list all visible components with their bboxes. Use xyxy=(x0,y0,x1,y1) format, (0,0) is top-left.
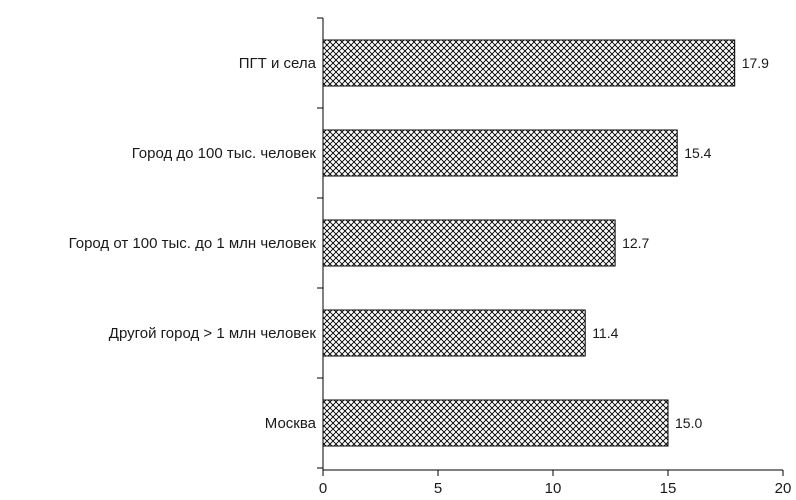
value-label: 17.9 xyxy=(742,55,769,71)
bar xyxy=(322,39,736,87)
value-label: 11.4 xyxy=(592,325,618,341)
bar xyxy=(322,309,586,357)
x-tick-label: 10 xyxy=(545,480,562,497)
category-label: ПГТ и села xyxy=(239,55,317,72)
bar xyxy=(322,399,669,447)
bar xyxy=(322,219,616,267)
value-label: 12.7 xyxy=(622,235,649,251)
category-label: Город от 100 тыс. до 1 млн человек xyxy=(69,235,317,252)
value-label: 15.0 xyxy=(675,415,702,431)
x-tick-label: 5 xyxy=(434,480,442,497)
x-tick-label: 0 xyxy=(319,480,327,497)
x-tick-label: 20 xyxy=(775,480,792,497)
value-label: 15.4 xyxy=(684,145,711,161)
bar xyxy=(322,129,678,177)
category-label: Город до 100 тыс. человек xyxy=(132,145,317,162)
plot-area: 0 5 10 15 20 ПГТ и села 17.9 Город до 100 тыс. … xyxy=(69,17,792,497)
category-label: Москва xyxy=(265,415,317,432)
x-tick-label: 15 xyxy=(660,480,677,497)
category-label: Другой город > 1 млн человек xyxy=(109,325,317,342)
